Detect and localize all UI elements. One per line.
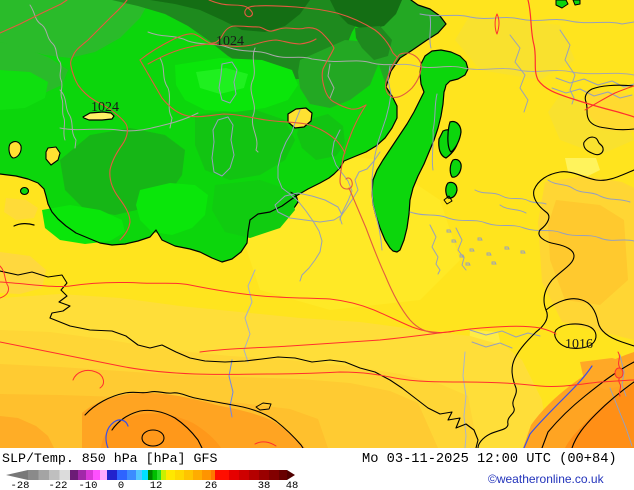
svg-text:©weatheronline.co.uk: ©weatheronline.co.uk xyxy=(488,472,605,486)
svg-text:-22: -22 xyxy=(49,480,68,490)
svg-text:48: 48 xyxy=(286,480,299,490)
svg-text:-10: -10 xyxy=(79,480,98,490)
svg-text:12: 12 xyxy=(150,480,163,490)
svg-text:1024: 1024 xyxy=(216,34,244,49)
svg-text:SLP/Temp. 850 hPa [hPa] GFS: SLP/Temp. 850 hPa [hPa] GFS xyxy=(2,451,217,466)
svg-text:1024: 1024 xyxy=(91,100,119,115)
svg-text:26: 26 xyxy=(205,480,218,490)
svg-text:0: 0 xyxy=(118,480,124,490)
svg-text:1016: 1016 xyxy=(565,337,593,352)
svg-text:-28: -28 xyxy=(11,480,30,490)
svg-text:38: 38 xyxy=(258,480,271,490)
svg-text:Mo 03-11-2025 12:00 UTC (00+84: Mo 03-11-2025 12:00 UTC (00+84) xyxy=(362,452,617,467)
